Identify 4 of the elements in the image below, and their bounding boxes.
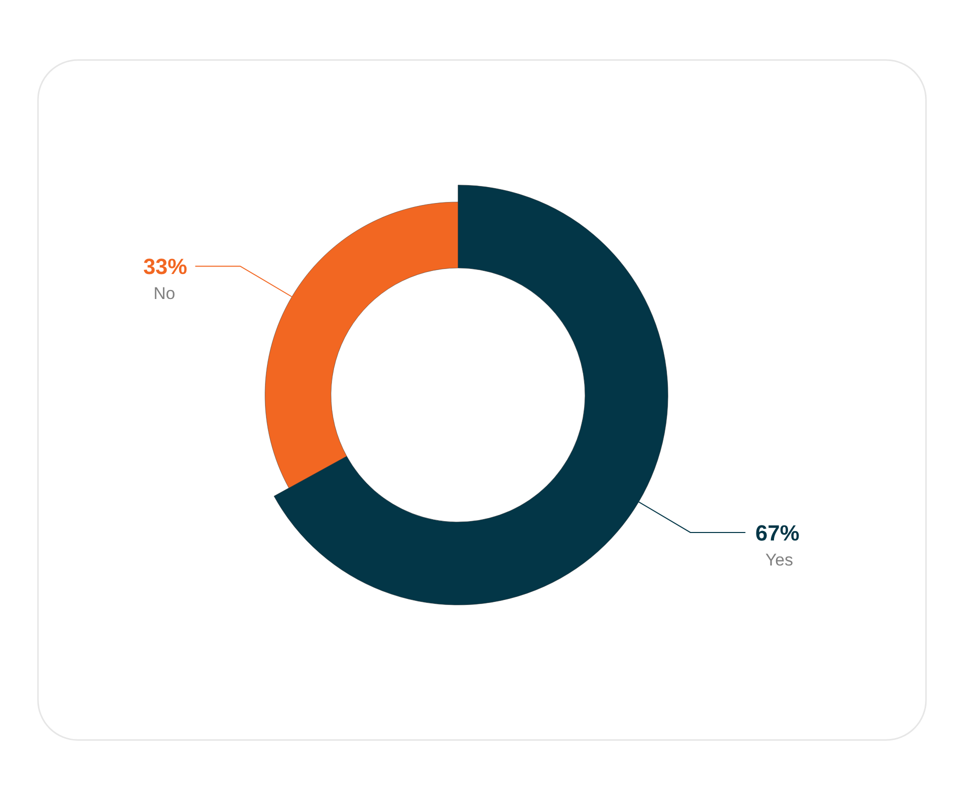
data-label: 67% [755, 520, 800, 546]
data-label: 33% [143, 254, 188, 280]
slice-label: Yes [765, 550, 794, 570]
slice-label: No [154, 284, 176, 304]
